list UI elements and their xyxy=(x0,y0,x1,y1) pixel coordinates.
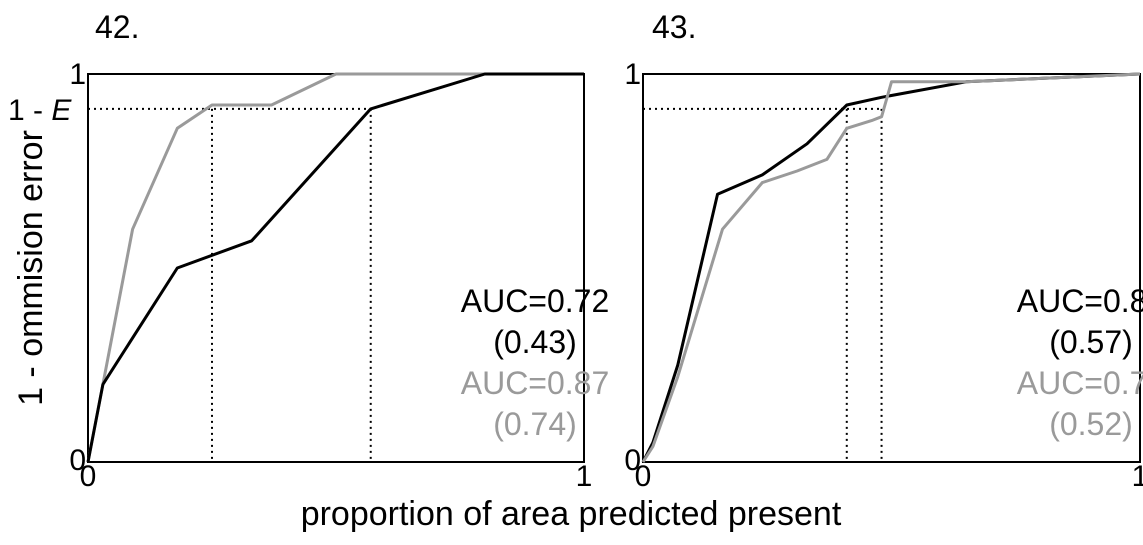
y-tick-label: 0 xyxy=(69,444,86,477)
roc-series-line xyxy=(86,72,584,463)
x-tick-label: 0 xyxy=(635,460,652,493)
x-axis-label: proportion of area predicted present xyxy=(301,495,842,533)
y-tick-label: 1 xyxy=(69,58,86,91)
x-tick-label: 0 xyxy=(80,460,97,493)
partial-auc-label: (0.52) xyxy=(1049,406,1133,442)
threshold-label-prefix: 1 - xyxy=(8,94,51,127)
plot-frame xyxy=(642,73,1141,463)
auc-label: AUC=0.72 xyxy=(461,283,610,319)
y-tick-label: 0 xyxy=(624,444,641,477)
y-axis-label: 1 - ommision error xyxy=(12,130,50,406)
roc-series-line xyxy=(86,72,584,463)
plot-frame xyxy=(87,73,585,463)
partial-auc-label: (0.43) xyxy=(493,324,577,360)
y-tick-label: 1 xyxy=(624,58,641,91)
auc-label: AUC=0.79 xyxy=(1017,365,1143,401)
threshold-label: 1 - E xyxy=(8,94,72,127)
panel-label: 42. xyxy=(95,9,139,45)
threshold-label-symbol: E xyxy=(51,94,72,127)
partial-auc-label: (0.57) xyxy=(1049,324,1133,360)
roc-series-line xyxy=(641,72,1141,463)
panel-label: 43. xyxy=(652,9,696,45)
auc-label: AUC=0.87 xyxy=(461,365,610,401)
auc-label: AUC=0.80 xyxy=(1017,283,1143,319)
x-tick-label: 1 xyxy=(1132,460,1143,493)
x-tick-label: 1 xyxy=(576,460,593,493)
partial-auc-label: (0.74) xyxy=(493,406,577,442)
chart-panel-43: 43. 0 1 0 1 AUC=0.80 (0.57) AUC=0.79 (0.52) xyxy=(624,9,1143,493)
roc-series-line xyxy=(641,72,1141,463)
